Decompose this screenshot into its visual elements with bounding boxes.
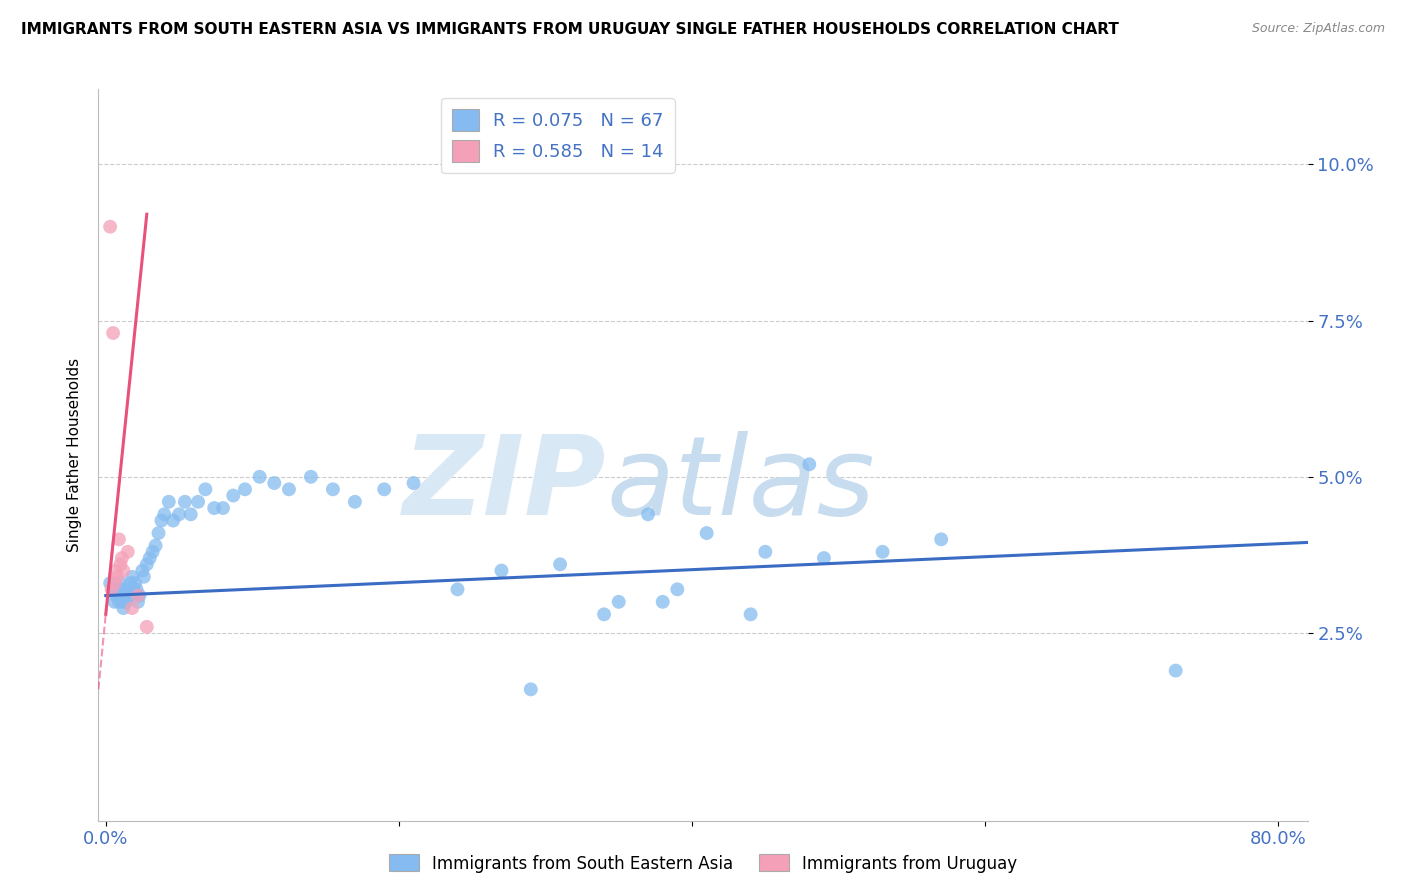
Point [666,582,689,597]
Point [98,576,121,591]
Point [799,458,821,472]
Point [740,607,762,622]
Point [148,526,170,541]
Point [112,595,135,609]
Text: ZIP: ZIP [402,431,606,538]
Point [122,582,145,597]
Point [110,576,132,591]
Point [107,582,129,597]
Point [491,564,513,578]
Point [121,601,143,615]
Point [125,582,148,597]
Point [872,545,894,559]
Point [124,576,146,591]
Point [112,564,135,578]
Point [278,483,301,497]
Point [929,533,952,547]
Point [180,508,202,522]
Point [249,470,271,484]
Point [110,558,132,572]
Point [131,564,153,578]
Point [117,582,139,597]
Point [138,551,160,566]
Point [121,570,143,584]
Point [115,595,138,609]
Point [322,483,344,497]
Point [135,620,157,634]
Point [118,589,141,603]
Point [101,582,124,597]
Point [132,570,155,584]
Point [520,682,543,697]
Point [150,514,173,528]
Point [100,582,122,597]
Point [127,589,149,603]
Point [696,526,718,541]
Text: Source: ZipAtlas.com: Source: ZipAtlas.com [1251,22,1385,36]
Point [174,495,197,509]
Point [108,595,131,609]
Point [754,545,776,559]
Point [103,595,125,609]
Point [813,551,835,566]
Y-axis label: Single Father Households: Single Father Households [66,358,82,552]
Point [222,489,245,503]
Point [194,483,217,497]
Point [127,595,149,609]
Point [637,508,659,522]
Point [263,476,285,491]
Legend: R = 0.075   N = 67, R = 0.585   N = 14: R = 0.075 N = 67, R = 0.585 N = 14 [441,98,675,173]
Point [157,495,180,509]
Point [446,582,468,597]
Text: atlas: atlas [606,431,875,538]
Point [101,326,124,340]
Point [111,551,134,566]
Legend: Immigrants from South Eastern Asia, Immigrants from Uruguay: Immigrants from South Eastern Asia, Immi… [382,847,1024,880]
Point [108,533,131,547]
Point [145,539,167,553]
Point [202,501,225,516]
Point [153,508,176,522]
Point [120,576,142,591]
Point [373,483,395,497]
Point [343,495,366,509]
Point [187,495,209,509]
Point [162,514,184,528]
Point [111,582,134,597]
Point [135,558,157,572]
Point [105,564,128,578]
Point [110,589,132,603]
Point [167,508,190,522]
Point [548,558,571,572]
Point [105,589,128,603]
Point [107,570,129,584]
Point [212,501,235,516]
Point [651,595,673,609]
Point [117,545,139,559]
Point [1164,664,1187,678]
Point [607,595,630,609]
Point [142,545,165,559]
Point [128,589,150,603]
Point [233,483,256,497]
Point [112,601,135,615]
Point [103,576,125,591]
Point [402,476,425,491]
Text: IMMIGRANTS FROM SOUTH EASTERN ASIA VS IMMIGRANTS FROM URUGUAY SINGLE FATHER HOUS: IMMIGRANTS FROM SOUTH EASTERN ASIA VS IM… [21,22,1119,37]
Point [114,589,136,603]
Point [98,219,121,234]
Point [593,607,616,622]
Point [299,470,322,484]
